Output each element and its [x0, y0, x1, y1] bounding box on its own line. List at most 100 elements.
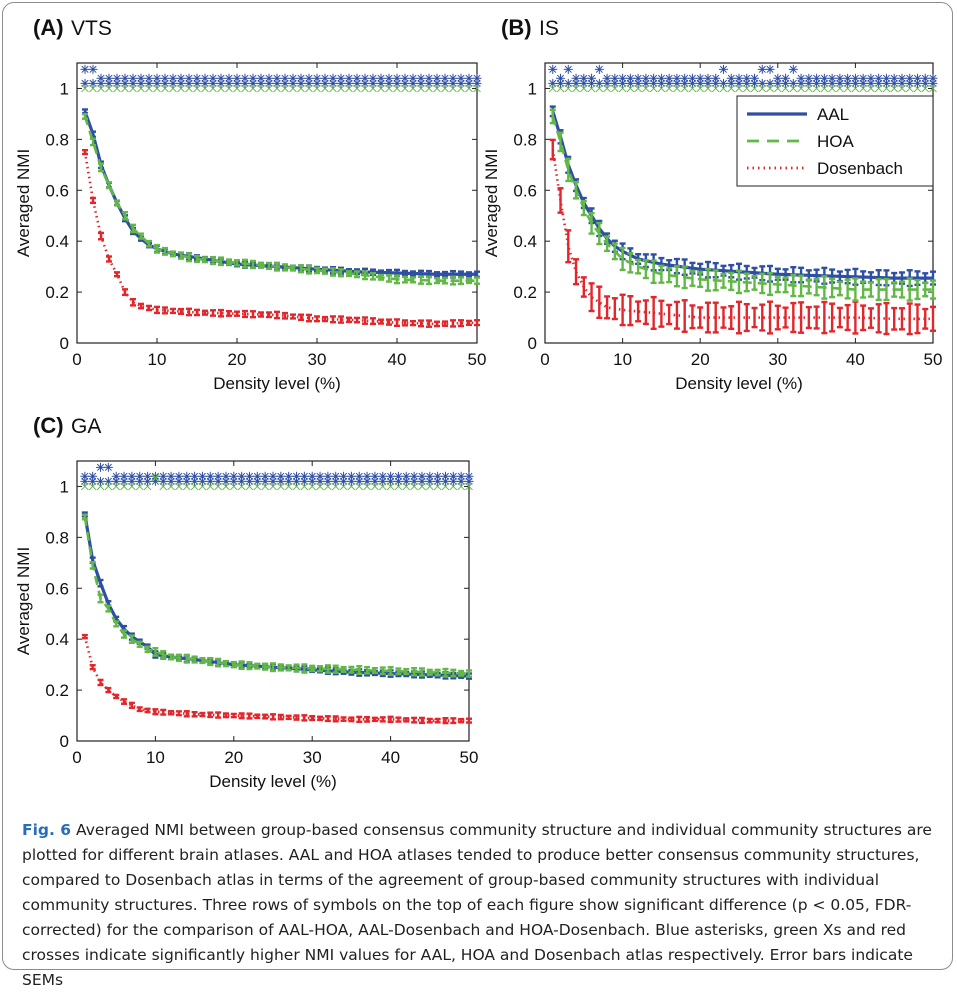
error-bar [813, 277, 820, 297]
panel-is: (B) IS 0 10 20 30 40 50 0 0.2 0.4 0.6 0.8 1 Density le… [482, 15, 942, 393]
y-tick-label: 0.2 [45, 681, 69, 700]
x-marker [874, 84, 883, 93]
asterisk-stroke [300, 477, 308, 485]
asterisk-stroke [650, 74, 658, 82]
x-marker [276, 482, 285, 491]
asterisk-stroke [681, 79, 689, 87]
x-marker [465, 482, 473, 491]
x-stroke [369, 84, 377, 93]
significance-row-hoa-dosenbach [548, 84, 937, 93]
series-aal [82, 108, 480, 279]
x-marker [198, 482, 207, 491]
error-bar [813, 305, 820, 330]
error-bar [160, 649, 167, 659]
x-stroke [781, 84, 790, 93]
asterisk-stroke [222, 477, 230, 485]
asterisk-marker [408, 78, 418, 88]
significance-row-aal-dosenbach [80, 476, 474, 486]
x-marker [269, 482, 277, 491]
error-bar [324, 715, 331, 723]
series-line-aal [83, 110, 477, 276]
x-marker [457, 482, 466, 491]
x-marker [112, 482, 121, 491]
asterisk-stroke [465, 472, 473, 480]
asterisk-stroke [564, 65, 572, 73]
x-stroke [913, 84, 922, 93]
x-marker [418, 482, 426, 491]
asterisk-marker [200, 78, 210, 88]
x-marker [206, 482, 215, 491]
error-bar [97, 678, 104, 687]
asterisk-stroke [345, 79, 353, 87]
asterisk-marker [152, 73, 162, 83]
asterisk-marker [843, 73, 853, 83]
asterisk-marker [160, 73, 170, 83]
x-stroke [418, 482, 426, 491]
asterisk-stroke [159, 472, 167, 480]
asterisk-marker [920, 78, 930, 88]
asterisk-stroke [735, 79, 743, 87]
x-stroke [151, 473, 160, 482]
asterisk-stroke [161, 74, 169, 82]
error-bar [146, 304, 152, 312]
asterisk-stroke [96, 463, 105, 471]
error-bar [681, 299, 688, 333]
error-bar [238, 712, 245, 720]
asterisk-marker [440, 78, 450, 88]
series-dosenbach [82, 148, 480, 328]
asterisk-marker [594, 78, 604, 88]
error-bar [922, 307, 929, 330]
error-bar [565, 229, 572, 264]
x-marker [305, 84, 313, 93]
series-line-dosenbach [551, 149, 933, 321]
error-bar [673, 265, 680, 288]
asterisk-marker [464, 476, 474, 486]
asterisk-stroke [766, 79, 774, 87]
asterisk-stroke [313, 79, 321, 87]
asterisk-marker [819, 78, 829, 88]
asterisk-stroke [363, 477, 371, 485]
asterisk-stroke [377, 74, 385, 82]
asterisk-stroke [409, 79, 417, 87]
asterisk-stroke [81, 477, 89, 485]
x-marker [929, 84, 937, 93]
error-bar [144, 707, 151, 714]
error-bar [557, 131, 564, 153]
asterisk-marker [563, 78, 573, 88]
x-marker [433, 482, 442, 491]
asterisk-stroke [177, 79, 185, 87]
y-tick-label: 0.8 [45, 528, 69, 547]
x-stroke [673, 84, 681, 93]
error-bar [426, 275, 432, 286]
error-bar [458, 669, 465, 677]
asterisk-stroke [867, 74, 875, 82]
asterisk-stroke [136, 472, 144, 480]
error-bar [767, 300, 774, 335]
x-stroke [859, 84, 868, 93]
error-bar [891, 281, 898, 298]
asterisk-marker [328, 78, 338, 88]
asterisk-marker [456, 78, 466, 88]
error-bar [450, 275, 456, 286]
asterisk-stroke [230, 472, 238, 480]
error-bar [258, 311, 264, 318]
x-marker [688, 84, 697, 93]
x-stroke [410, 482, 418, 491]
x-marker [185, 84, 193, 93]
asterisk-stroke [214, 477, 222, 485]
x-stroke [347, 482, 356, 491]
asterisk-stroke [588, 79, 596, 87]
x-stroke [112, 482, 121, 491]
error-bar [751, 306, 758, 329]
x-stroke [161, 84, 169, 93]
x-stroke [339, 482, 348, 491]
asterisk-stroke [113, 79, 121, 87]
legend-label-aal: AAL [817, 105, 849, 124]
error-bar [194, 308, 200, 317]
error-bar [759, 303, 766, 332]
error-bar [293, 714, 300, 721]
asterisk-stroke [425, 74, 433, 82]
asterisk-stroke [167, 472, 175, 480]
error-bar [712, 301, 719, 334]
asterisk-stroke [257, 74, 265, 82]
